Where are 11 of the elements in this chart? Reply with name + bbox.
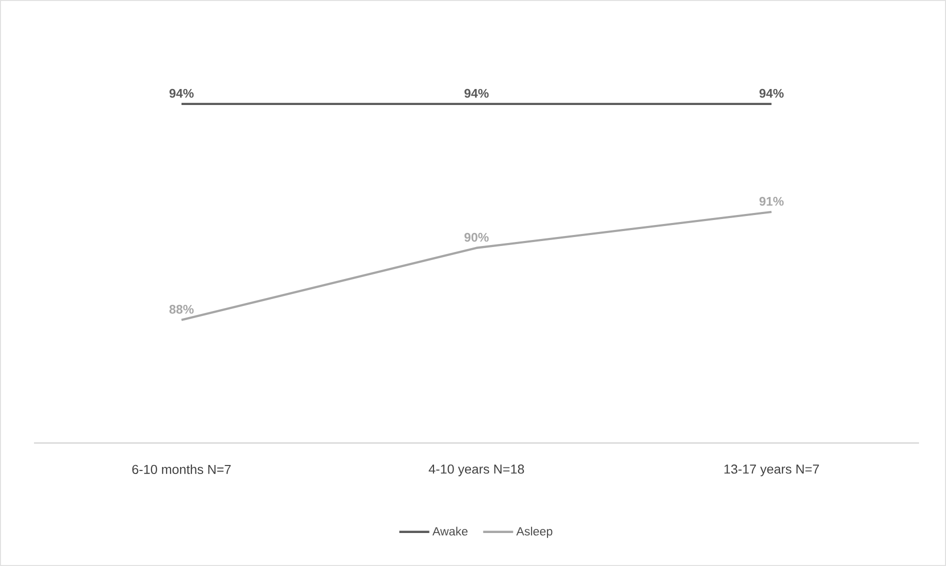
x-tick-label: 13-17 years N=7 <box>724 464 819 476</box>
data-label: 88% <box>169 304 194 314</box>
data-label: 91% <box>759 196 784 206</box>
data-label: 94% <box>464 88 489 98</box>
data-label: 90% <box>464 232 489 242</box>
x-tick-label: 4-10 years N=18 <box>428 464 524 476</box>
data-label: 94% <box>169 88 194 98</box>
data-label: 94% <box>759 88 784 98</box>
x-tick-label: 6-10 months N=7 <box>132 464 231 474</box>
legend-label: Asleep <box>516 526 552 538</box>
legend-label: Awake <box>432 526 468 536</box>
